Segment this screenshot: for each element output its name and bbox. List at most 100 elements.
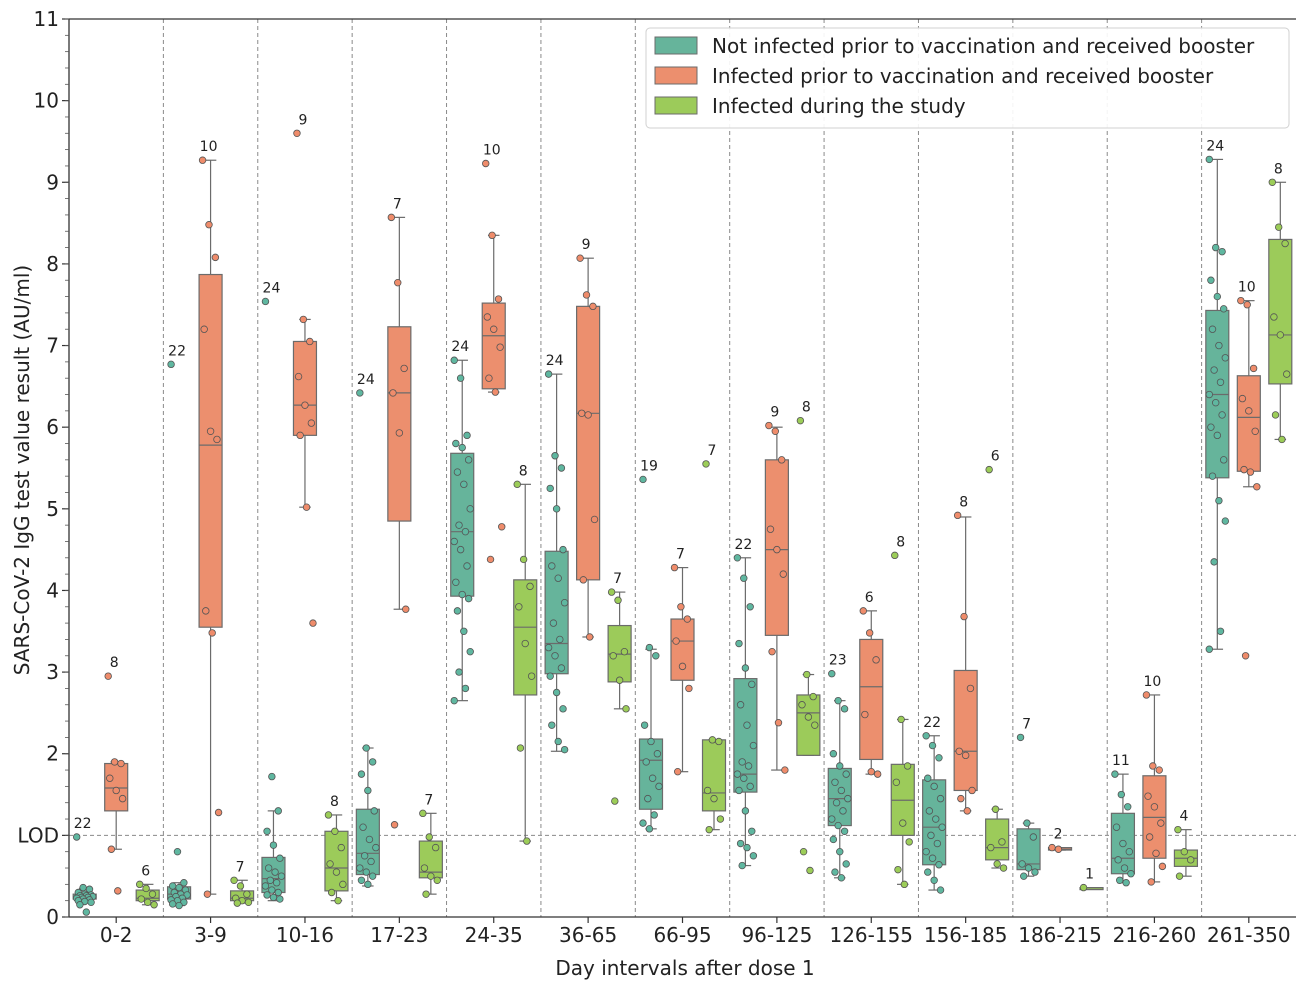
- legend-label: Infected prior to vaccination and receiv…: [712, 64, 1214, 88]
- sample-count-label: 11: [1112, 753, 1130, 769]
- data-point: [674, 767, 682, 776]
- data-point: [1116, 876, 1124, 884]
- data-point: [1212, 398, 1220, 407]
- data-point: [269, 841, 278, 849]
- data-point: [1215, 341, 1223, 350]
- data-point: [365, 835, 374, 844]
- data-point: [749, 741, 758, 750]
- data-point: [263, 827, 271, 835]
- data-point: [357, 876, 366, 884]
- data-point: [774, 719, 783, 727]
- data-point: [746, 782, 754, 791]
- data-point: [1205, 645, 1214, 653]
- data-point: [498, 523, 506, 531]
- data-point: [110, 758, 119, 766]
- data-point: [844, 794, 852, 803]
- data-point: [672, 637, 680, 645]
- data-point: [213, 435, 221, 444]
- data-point: [781, 766, 789, 774]
- data-point: [735, 639, 743, 648]
- data-point: [1208, 325, 1217, 333]
- data-point: [464, 594, 473, 603]
- data-point: [1221, 354, 1230, 362]
- data-point: [486, 555, 495, 564]
- data-point: [1251, 427, 1259, 435]
- y-tick-label: LOD: [17, 823, 59, 847]
- data-point: [899, 819, 907, 827]
- data-point: [72, 833, 81, 841]
- data-point: [422, 890, 430, 898]
- data-point: [715, 737, 723, 746]
- sample-count-label: 8: [1274, 161, 1283, 177]
- data-point: [998, 838, 1006, 846]
- data-point: [1174, 825, 1182, 834]
- data-point: [519, 555, 528, 564]
- data-point: [985, 465, 993, 474]
- x-axis-label: Day intervals after dose 1: [555, 956, 814, 980]
- legend-swatch: [654, 66, 698, 85]
- data-point: [117, 759, 125, 768]
- data-point: [738, 861, 746, 870]
- data-point: [327, 888, 336, 897]
- data-point: [560, 745, 569, 754]
- data-point: [450, 537, 458, 546]
- data-point: [645, 643, 654, 652]
- data-point: [395, 429, 404, 437]
- data-point: [271, 868, 279, 876]
- data-point: [828, 815, 836, 823]
- data-point: [425, 833, 433, 841]
- sample-count-label: 7: [393, 196, 402, 212]
- box: [1268, 238, 1293, 385]
- box: [796, 694, 821, 756]
- data-point: [214, 808, 223, 817]
- data-point: [589, 302, 597, 311]
- data-point: [930, 876, 938, 884]
- data-point: [702, 460, 710, 468]
- data-point: [1253, 483, 1261, 491]
- data-point: [935, 861, 943, 869]
- data-point: [135, 880, 144, 889]
- data-point: [1125, 847, 1134, 856]
- sample-count-label: 23: [829, 653, 847, 669]
- data-point: [200, 325, 208, 333]
- data-point: [261, 297, 270, 306]
- data-point: [205, 221, 213, 229]
- data-point: [544, 370, 553, 378]
- data-point: [1238, 394, 1247, 403]
- data-point: [1205, 155, 1214, 164]
- data-point: [578, 409, 586, 418]
- data-point: [400, 364, 408, 373]
- data-point: [957, 794, 965, 803]
- grid-layer: [69, 19, 1296, 917]
- data-point: [1210, 366, 1218, 374]
- data-point: [1221, 517, 1230, 525]
- data-point: [1241, 652, 1250, 660]
- data-point: [107, 845, 116, 853]
- data-point: [584, 411, 592, 419]
- data-point: [387, 213, 396, 222]
- data-point: [427, 872, 435, 880]
- x-tick-label: 156-185: [924, 923, 1008, 947]
- data-point: [482, 159, 490, 168]
- data-point: [554, 737, 562, 746]
- y-tick-label: 11: [34, 7, 59, 31]
- data-point: [334, 896, 342, 905]
- data-point: [607, 588, 616, 596]
- data-point: [1249, 364, 1258, 373]
- y-tick-label: 0: [46, 905, 59, 929]
- data-point: [560, 599, 569, 607]
- data-point: [765, 421, 773, 430]
- data-point: [490, 325, 498, 333]
- data-point: [736, 839, 745, 848]
- data-point: [76, 901, 84, 909]
- data-point: [173, 847, 182, 856]
- x-tick-label: 36-65: [559, 923, 617, 947]
- data-point: [925, 807, 934, 815]
- data-point: [1155, 766, 1163, 774]
- data-point: [515, 603, 523, 611]
- data-point: [930, 782, 938, 791]
- data-point: [1210, 558, 1218, 566]
- data-point: [576, 254, 584, 262]
- data-point: [307, 419, 316, 427]
- data-point: [1120, 864, 1129, 872]
